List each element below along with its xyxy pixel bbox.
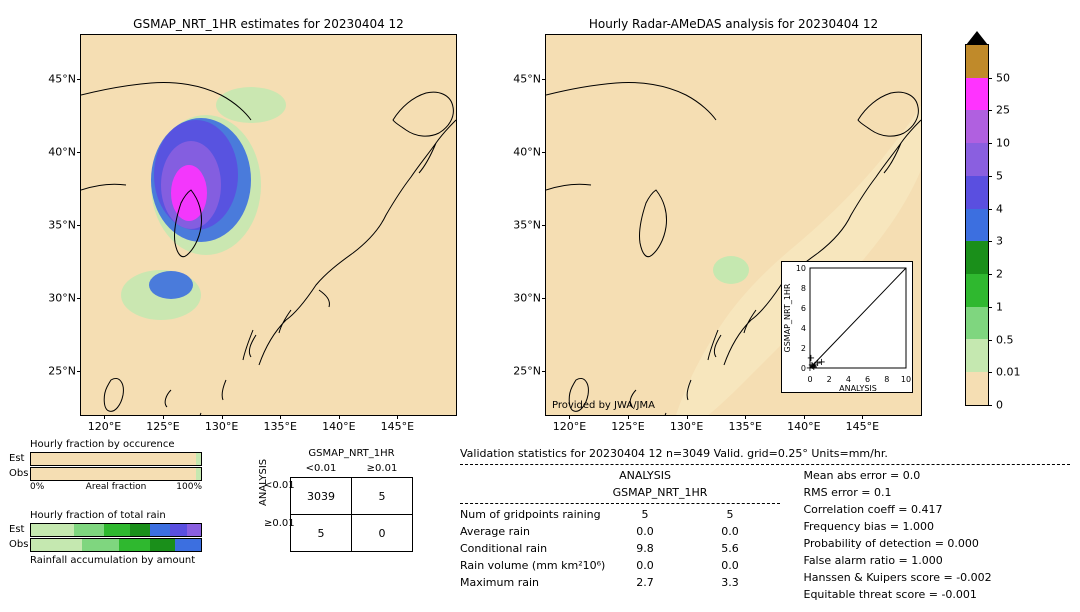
gsmap-map-panel: GSMAP_NRT_1HR estimates for 20230404 12 …: [80, 34, 457, 416]
svg-text:2: 2: [801, 344, 806, 353]
contingency-table: GSMAP_NRT_1HR <0.01 ≥0.01 3039 5 5 0 ANA…: [250, 448, 413, 552]
svg-text:8: 8: [801, 284, 806, 293]
colorbar: 00.010.512345102550: [965, 44, 989, 406]
gsmap-map-svg: [81, 35, 456, 415]
svg-text:4: 4: [846, 375, 851, 384]
radar-map-panel: Hourly Radar-AMeDAS analysis for 2023040…: [545, 34, 922, 416]
gsmap-title: GSMAP_NRT_1HR estimates for 20230404 12: [81, 17, 456, 31]
svg-text:+: +: [811, 360, 819, 371]
accum-label: Rainfall accumulation by amount: [30, 555, 202, 566]
occ-title: Hourly fraction by occurence: [30, 439, 202, 450]
rain-obs-bar: Obs: [30, 538, 202, 552]
occ-est-bar: Est: [30, 452, 202, 466]
validation-stats: Validation statistics for 20230404 12 n=…: [460, 445, 1070, 603]
svg-text:8: 8: [884, 375, 889, 384]
radar-title: Hourly Radar-AMeDAS analysis for 2023040…: [546, 17, 921, 31]
svg-text:6: 6: [801, 304, 806, 313]
rain-est-bar: Est: [30, 523, 202, 537]
fraction-total-rain: Hourly fraction of total rain Est Obs Ra…: [30, 510, 202, 568]
fraction-occurrence: Hourly fraction by occurence Est Obs 0% …: [30, 439, 202, 482]
svg-text:10: 10: [901, 375, 911, 384]
rain-frac-title: Hourly fraction of total rain: [30, 510, 202, 521]
svg-text:GSMAP_NRT_1HR: GSMAP_NRT_1HR: [783, 283, 792, 352]
scatter-inset: 00224466881010++++++++ANALYSISGSMAP_NRT_…: [781, 261, 913, 393]
provided-by-label: Provided by JWA/JMA: [552, 400, 655, 411]
validation-header: Validation statistics for 20230404 12 n=…: [460, 445, 1070, 462]
svg-text:2: 2: [827, 375, 832, 384]
svg-text:ANALYSIS: ANALYSIS: [839, 384, 877, 392]
occ-obs-bar: Obs: [30, 467, 202, 481]
svg-text:6: 6: [865, 375, 870, 384]
svg-text:0: 0: [807, 375, 812, 384]
svg-text:4: 4: [801, 324, 806, 333]
svg-text:10: 10: [796, 264, 806, 273]
